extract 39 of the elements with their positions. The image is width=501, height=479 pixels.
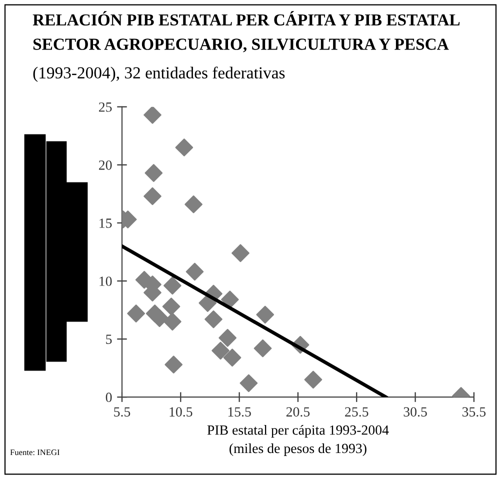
point: [144, 106, 162, 124]
source-note: Fuente: INEGI: [10, 450, 60, 456]
point: [232, 244, 250, 262]
chart-subtitle: (1993-2004), 32 entidades federativas: [33, 66, 285, 82]
point: [144, 187, 162, 206]
x-tick-label: 35.5: [462, 407, 486, 417]
point: [223, 348, 242, 367]
y-tick-label: 25: [98, 102, 112, 112]
y-tick-label: 20: [98, 160, 112, 170]
point: [218, 328, 236, 347]
chart-title: RELACIÓN PIB ESTATAL PER CÁPITA Y PIB ESTATAL SECTOR AGROPECUARIO, SILVICULTURA Y PESCA: [32, 11, 460, 52]
y-tick-label: 15: [100, 218, 112, 228]
y-tick-label: 10: [100, 276, 112, 286]
point: [175, 138, 194, 156]
x-tick-label: 5.5: [114, 407, 130, 417]
x-tick-label: 20.5: [286, 407, 310, 417]
point: [162, 298, 180, 316]
x-tick-label: 15.5: [228, 407, 251, 417]
point: [256, 306, 274, 324]
point: [164, 276, 182, 295]
point: [221, 290, 239, 308]
point: [204, 310, 222, 328]
x-axis-title: PIB estatal per cápita 1993-2004 (miles de pesos de 1993): [207, 424, 389, 456]
y-tick-label: 0: [106, 392, 112, 402]
point: [240, 374, 258, 392]
point: [144, 164, 163, 182]
point: [212, 342, 230, 360]
x-tick-label: 25.5: [345, 407, 368, 417]
point: [254, 339, 272, 358]
x-tick-label: 10.5: [170, 407, 192, 417]
point: [164, 356, 183, 374]
point: [186, 262, 204, 281]
point: [164, 312, 182, 331]
y-tick-label: 5: [106, 334, 112, 344]
point: [304, 370, 322, 389]
point: [150, 309, 168, 328]
point: [184, 195, 202, 214]
point: [127, 304, 145, 322]
x-tick-label: 30.5: [404, 407, 427, 417]
